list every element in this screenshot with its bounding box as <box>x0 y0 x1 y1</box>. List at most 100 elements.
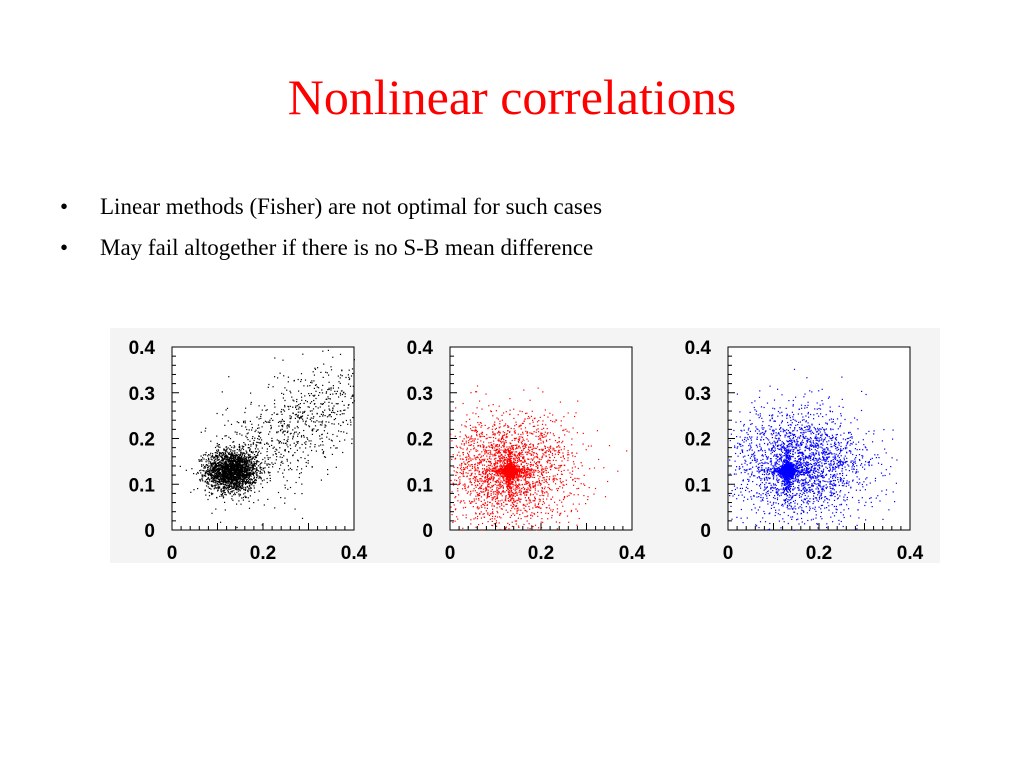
scatter-point <box>309 418 311 420</box>
scatter-point <box>217 488 219 490</box>
scatter-point <box>507 478 509 480</box>
scatter-point <box>236 448 238 451</box>
scatter-point <box>341 369 343 371</box>
scatter-point <box>220 488 222 490</box>
scatter-point <box>502 477 504 479</box>
scatter-point <box>213 468 215 470</box>
scatter-point <box>231 482 233 484</box>
scatter-point <box>246 481 248 483</box>
scatter-point <box>343 431 345 433</box>
scatter-point <box>509 456 511 458</box>
scatter-point <box>262 486 264 489</box>
scatter-point <box>544 445 546 447</box>
scatter-point <box>468 478 470 480</box>
scatter-point <box>205 427 207 429</box>
scatter-point <box>343 409 345 411</box>
scatter-point <box>479 462 481 464</box>
scatter-point <box>324 456 327 458</box>
scatter-point <box>237 456 239 458</box>
scatter-point <box>247 486 249 488</box>
scatter-point <box>248 507 251 509</box>
scatter-point <box>238 443 240 446</box>
scatter-point <box>268 433 270 435</box>
scatter-point <box>254 479 256 481</box>
scatter-point <box>256 444 258 446</box>
scatter-point <box>260 469 262 471</box>
scatter-point <box>214 470 216 472</box>
scatter-point <box>231 487 233 489</box>
scatter-point <box>245 458 247 460</box>
scatter-point <box>243 463 245 465</box>
scatter-point <box>505 482 507 485</box>
scatter-point <box>505 468 507 470</box>
scatter-point <box>350 397 352 399</box>
scatter-point <box>233 476 235 478</box>
scatter-point <box>508 469 510 471</box>
scatter-point <box>317 407 319 409</box>
scatter-point <box>240 466 242 468</box>
scatter-point <box>220 465 222 467</box>
scatter-point <box>459 458 461 460</box>
scatter-point <box>517 464 519 466</box>
scatter-point <box>204 453 206 456</box>
scatter-point <box>226 471 228 473</box>
scatter-point <box>240 474 242 476</box>
scatter-point <box>238 473 240 475</box>
scatter-point <box>290 432 292 434</box>
scatter-point <box>330 439 332 441</box>
scatter-point <box>552 509 554 511</box>
scatter-point <box>342 451 344 454</box>
scatter-point <box>225 446 228 448</box>
scatter-point <box>246 469 249 472</box>
scatter-point <box>514 453 516 455</box>
scatter-point <box>258 490 260 492</box>
scatter-point <box>348 378 350 381</box>
scatter-point <box>529 494 532 496</box>
scatter-point <box>193 473 195 475</box>
scatter-point <box>473 488 475 490</box>
scatter-point <box>288 426 290 428</box>
scatter-point <box>216 465 218 467</box>
scatter-point <box>341 393 344 396</box>
scatter-point <box>233 447 235 449</box>
scatter-point <box>217 444 219 446</box>
scatter-point <box>293 433 295 435</box>
scatter-point <box>479 436 481 438</box>
scatter-point <box>493 464 495 466</box>
scatter-point <box>238 476 240 478</box>
scatter-point <box>217 461 219 464</box>
scatter-point <box>215 480 217 482</box>
scatter-point <box>543 481 545 483</box>
scatter-point <box>228 465 230 468</box>
scatter-point <box>252 442 255 444</box>
scatter-point <box>206 481 208 483</box>
scatter-point <box>226 481 228 483</box>
scatter-point <box>225 454 228 456</box>
scatter-point <box>236 461 238 464</box>
scatter-point <box>251 427 253 429</box>
scatter-point <box>230 453 232 455</box>
scatter-point <box>506 488 509 490</box>
scatter-point <box>249 495 251 497</box>
scatter-point <box>223 455 225 457</box>
scatter-point <box>251 458 253 460</box>
scatter-point <box>473 500 476 502</box>
scatter-point <box>238 422 240 424</box>
scatter-point <box>352 394 354 396</box>
scatter-point <box>226 465 228 467</box>
scatter-point <box>200 455 202 457</box>
scatter-point <box>318 445 320 447</box>
scatter-point <box>259 432 261 434</box>
scatter-point <box>214 476 216 478</box>
scatter-point <box>247 457 250 459</box>
scatter-point <box>212 475 215 477</box>
scatter-point <box>216 449 218 451</box>
scatter-point <box>301 415 304 417</box>
scatter-point <box>348 376 350 378</box>
scatter-point <box>233 458 235 460</box>
scatter-point <box>230 460 232 462</box>
scatter-point <box>510 460 512 462</box>
scatter-point <box>279 456 281 458</box>
scatter-point <box>214 475 216 477</box>
scatter-point <box>216 496 218 499</box>
